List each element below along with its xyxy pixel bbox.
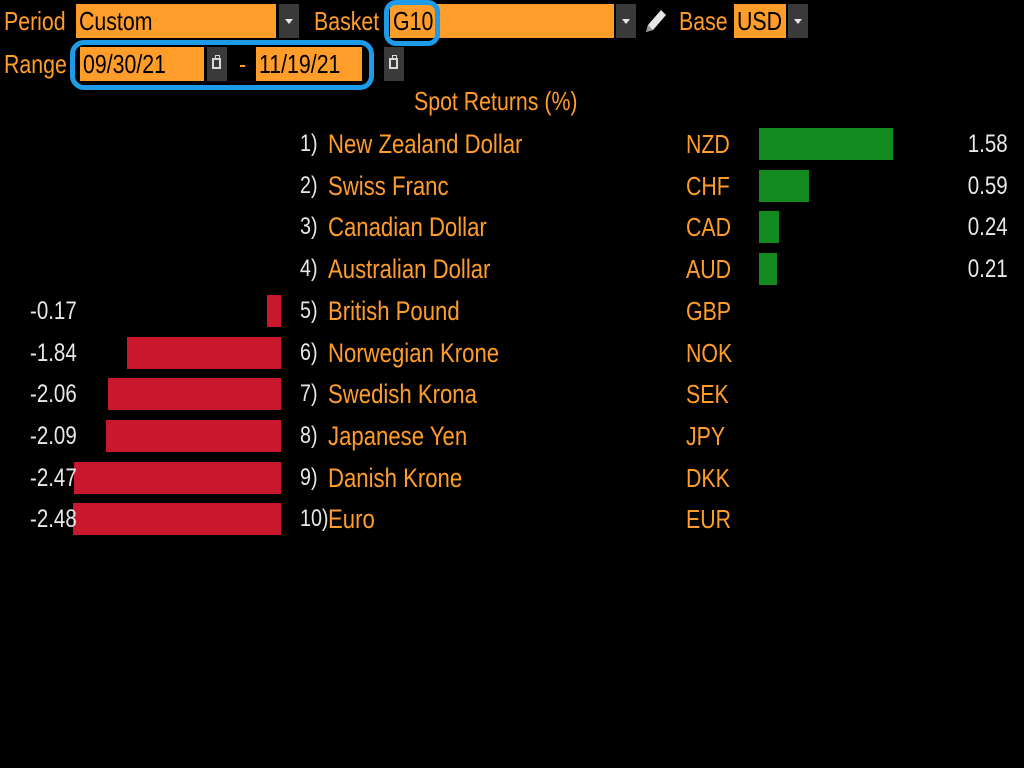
negative-bar [74,462,281,494]
row-rank: 10) [300,505,329,532]
currency-code: CAD [686,212,732,242]
chevron-down-icon[interactable] [616,4,636,38]
table-row[interactable]: -2.06 7) Swedish Krona SEK [0,378,1024,420]
negative-bar [108,378,281,410]
currency-name: Norwegian Krone [328,338,500,368]
pencil-icon[interactable] [642,6,668,36]
row-rank: 8) [300,422,318,449]
negative-bar [267,295,281,327]
currency-code: SEK [686,379,729,409]
value-label: -1.84 [30,339,77,367]
row-rank: 3) [300,213,318,240]
currency-code: EUR [686,504,732,534]
table-row[interactable]: 0.24 3) Canadian Dollar CAD [0,211,1024,253]
table-row[interactable]: 0.59 2) Swiss Franc CHF [0,170,1024,212]
range-start-input[interactable]: 09/30/21 [80,47,204,81]
currency-code: CHF [686,171,730,201]
table-row[interactable]: 1.58 1) New Zealand Dollar NZD [0,128,1024,170]
table-row[interactable]: -1.84 6) Norwegian Krone NOK [0,337,1024,379]
period-select[interactable]: Custom [76,4,276,38]
value-label: -2.09 [30,422,77,450]
value-label: 0.59 [968,172,1008,200]
positive-bar [759,170,809,202]
basket-highlight [384,0,440,46]
row-rank: 6) [300,339,318,366]
base-label: Base [679,6,728,36]
value-label: 0.24 [968,213,1008,241]
basket-label: Basket [314,6,380,36]
negative-bar [127,337,281,369]
table-row[interactable]: -0.17 5) British Pound GBP [0,295,1024,337]
currency-code: NOK [686,338,733,368]
row-rank: 9) [300,464,318,491]
currency-name: New Zealand Dollar [328,129,523,159]
currency-code: GBP [686,296,732,326]
row-rank: 4) [300,255,318,282]
value-label: -2.47 [30,464,77,492]
basket-select[interactable]: G10 [390,4,614,38]
row-rank: 7) [300,380,318,407]
currency-code: AUD [686,254,732,284]
negative-bar [106,420,281,452]
table-row[interactable]: -2.09 8) Japanese Yen JPY [0,420,1024,462]
negative-bar [73,503,281,535]
base-select[interactable]: USD [734,4,786,38]
value-label: -2.48 [30,505,77,533]
value-label: 0.21 [968,255,1008,283]
table-row[interactable]: -2.47 9) Danish Krone DKK [0,462,1024,504]
currency-name: Japanese Yen [328,421,468,451]
currency-name: Swiss Franc [328,171,449,201]
positive-bar [759,253,777,285]
currency-name: Canadian Dollar [328,212,487,242]
calendar-icon[interactable] [207,47,227,81]
row-rank: 1) [300,130,318,157]
range-label: Range [4,49,67,79]
chevron-down-icon[interactable] [279,4,299,38]
currency-name: Swedish Krona [328,379,477,409]
calendar-icon[interactable] [384,47,404,81]
period-label: Period [4,6,66,36]
currency-code: NZD [686,129,730,159]
range-end-input[interactable]: 11/19/21 [256,47,362,81]
value-label: -2.06 [30,380,77,408]
range-highlight [70,40,374,90]
currency-code: DKK [686,463,730,493]
currency-code: JPY [686,421,726,451]
positive-bar [759,211,779,243]
row-rank: 5) [300,297,318,324]
currency-name: Euro [328,504,375,534]
chart-title: Spot Returns (%) [414,86,578,116]
currency-name: Australian Dollar [328,254,491,284]
value-label: -0.17 [30,297,77,325]
currency-name: British Pound [328,296,460,326]
chevron-down-icon[interactable] [788,4,808,38]
table-row[interactable]: 0.21 4) Australian Dollar AUD [0,253,1024,295]
value-label: 1.58 [968,130,1008,158]
range-separator: - [239,49,247,79]
row-rank: 2) [300,172,318,199]
positive-bar [759,128,893,160]
table-row[interactable]: -2.48 10) Euro EUR [0,503,1024,545]
currency-name: Danish Krone [328,463,463,493]
